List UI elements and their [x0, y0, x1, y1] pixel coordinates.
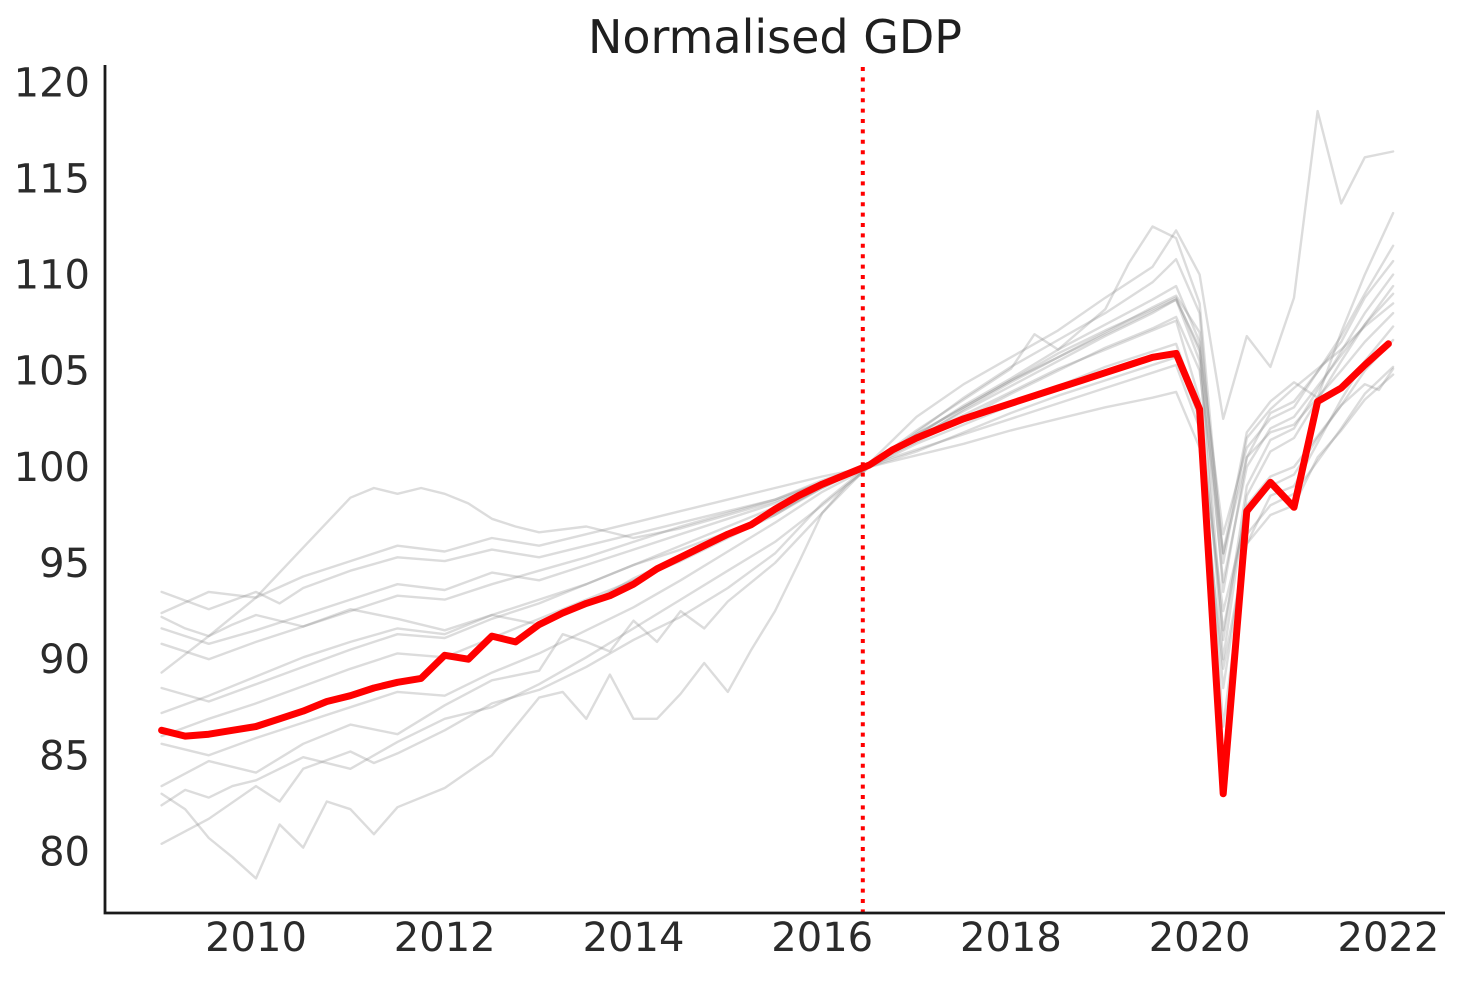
- y-tick-label: 85: [39, 733, 90, 779]
- x-tick-label: 2016: [771, 915, 873, 961]
- x-tick-label: 2022: [1338, 915, 1440, 961]
- gdp-line-background-09: [160, 356, 1395, 690]
- y-tick-label: 80: [39, 830, 90, 876]
- gdp-line-background-11: [160, 373, 1395, 670]
- gdp-line-background-04: [160, 273, 1395, 807]
- tick-labels-layer: 2010 2012 2014 2016 2018 2020 2022 80 85 90 95 100 1…: [14, 60, 1440, 961]
- gdp-line-background-14: [160, 225, 1395, 661]
- highlighted-gdp-line: [158, 340, 1392, 798]
- gdp-line-background-02: [160, 211, 1395, 845]
- y-tick-label: 95: [39, 541, 90, 587]
- x-tick-label: 2010: [205, 915, 307, 961]
- gdp-line-background-12: [160, 363, 1395, 613]
- gdp-line-background-05: [160, 284, 1395, 788]
- chart-title: Normalised GDP: [588, 10, 962, 64]
- x-tick-label: 2020: [1149, 915, 1251, 961]
- y-tick-label: 100: [14, 445, 90, 491]
- highlight-series-layer: [158, 340, 1392, 798]
- background-series-layer: [160, 109, 1395, 880]
- gdp-line-background-03: [160, 258, 1395, 880]
- x-tick-label: 2014: [583, 915, 685, 961]
- y-tick-label: 110: [14, 253, 90, 299]
- y-tick-label: 115: [14, 157, 90, 203]
- x-tick-label: 2018: [960, 915, 1062, 961]
- axis-spines: [103, 65, 1445, 915]
- y-tick-label: 120: [14, 60, 90, 106]
- x-tick-label: 2012: [394, 915, 496, 961]
- y-tick-label: 90: [39, 637, 90, 683]
- y-tick-label: 105: [14, 349, 90, 395]
